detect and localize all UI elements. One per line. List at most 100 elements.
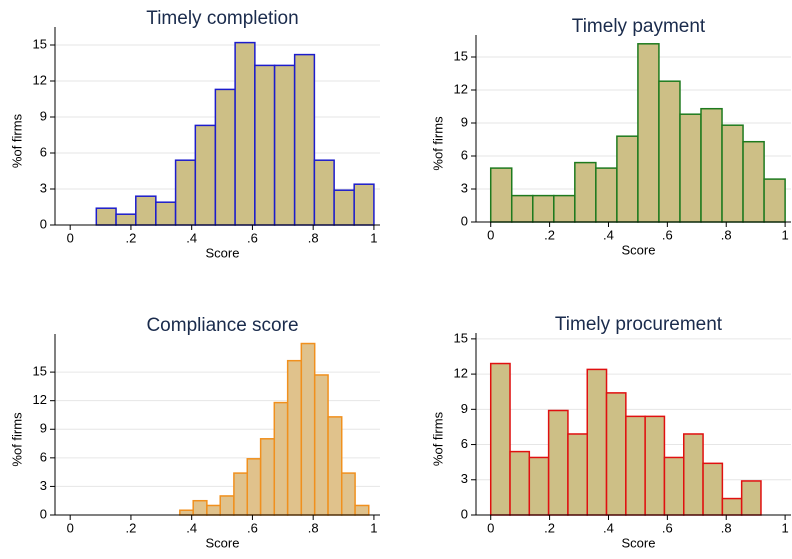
bar (528, 456, 550, 516)
x-tick-label: 1 (370, 230, 377, 245)
x-tick-label: .2 (126, 230, 137, 245)
x-tick-label: 1 (781, 520, 788, 535)
bar (333, 189, 355, 226)
x-axis-label: Score (622, 242, 656, 257)
bar (286, 359, 303, 516)
bar (658, 80, 681, 223)
bar (192, 499, 208, 516)
bar (273, 64, 296, 226)
bar (300, 342, 316, 516)
y-axis-label: %of firms (9, 113, 24, 168)
bar (259, 438, 276, 516)
y-tick-label: 3 (461, 180, 468, 195)
y-tick-label: 6 (40, 144, 47, 159)
bar (702, 462, 724, 516)
x-axis-label: Score (206, 535, 240, 550)
x-tick-label: .4 (186, 230, 197, 245)
y-tick-label: 9 (40, 421, 47, 436)
y-tick-label: 6 (461, 436, 468, 451)
x-tick-label: 1 (781, 227, 788, 242)
x-tick-label: .4 (603, 227, 614, 242)
x-tick-label: .4 (603, 520, 614, 535)
bar (135, 195, 157, 226)
x-tick-label: .8 (721, 227, 732, 242)
y-tick-label: 12 (33, 72, 47, 87)
bar (194, 124, 217, 226)
x-tick-label: 0 (487, 227, 494, 242)
x-tick-label: .6 (662, 227, 673, 242)
bar (547, 409, 569, 516)
x-tick-label: 0 (487, 520, 494, 535)
x-tick-label: .6 (247, 520, 258, 535)
bar (763, 178, 786, 223)
y-tick-label: 9 (40, 108, 47, 123)
bar (616, 135, 639, 223)
bar (155, 201, 177, 226)
bar (214, 88, 236, 226)
y-tick-label: 15 (454, 48, 468, 63)
bar (219, 495, 235, 516)
bar (489, 167, 513, 223)
y-tick-label: 9 (461, 114, 468, 129)
x-tick-label: 0 (67, 520, 74, 535)
bar (644, 415, 666, 516)
x-tick-label: .6 (662, 520, 673, 535)
bar (489, 362, 511, 516)
y-axis-label: %of firms (430, 116, 445, 171)
x-tick-label: 1 (370, 520, 377, 535)
y-tick-label: 15 (454, 330, 468, 345)
bar (206, 504, 221, 516)
y-tick-label: 0 (461, 213, 468, 228)
x-tick-label: .6 (247, 230, 258, 245)
chart-title: Timely procurement (555, 314, 723, 335)
bar (721, 124, 744, 223)
bar (574, 161, 597, 223)
bar (354, 504, 370, 516)
bar (605, 392, 627, 516)
bar (595, 167, 618, 223)
bar (293, 53, 316, 226)
bar (663, 456, 685, 516)
x-axis-label: Score (622, 535, 656, 550)
bar (179, 509, 194, 516)
x-tick-label: .8 (308, 520, 319, 535)
bar (637, 43, 660, 223)
bar (532, 194, 555, 223)
y-tick-label: 0 (40, 216, 47, 231)
bar (509, 450, 531, 516)
bar (95, 207, 117, 226)
x-tick-label: .2 (544, 520, 555, 535)
x-axis-label: Score (206, 245, 240, 260)
y-tick-label: 3 (40, 180, 47, 195)
bar (700, 107, 723, 223)
bar (510, 194, 534, 223)
bar (721, 497, 743, 516)
x-tick-label: .8 (308, 230, 319, 245)
x-tick-label: .2 (126, 520, 137, 535)
bar (174, 159, 197, 226)
bar (115, 213, 137, 226)
chart-title: Compliance score (146, 315, 298, 336)
y-tick-label: 15 (33, 36, 47, 51)
bar (233, 472, 249, 516)
y-tick-label: 0 (40, 506, 47, 521)
bar (234, 41, 256, 226)
chart-title: Timely completion (146, 8, 298, 29)
x-tick-label: .4 (186, 520, 197, 535)
x-tick-label: .2 (544, 227, 555, 242)
y-tick-label: 0 (461, 506, 468, 521)
y-tick-label: 6 (461, 147, 468, 162)
bar (567, 433, 589, 516)
y-tick-label: 12 (33, 392, 47, 407)
bar (742, 140, 765, 223)
bar (353, 183, 375, 226)
y-axis-label: %of firms (430, 411, 445, 466)
bar (683, 433, 704, 516)
bar (313, 374, 329, 516)
bar (246, 458, 262, 516)
bar (340, 472, 356, 516)
bar (273, 401, 289, 516)
x-tick-label: 0 (67, 230, 74, 245)
bar (313, 159, 335, 226)
